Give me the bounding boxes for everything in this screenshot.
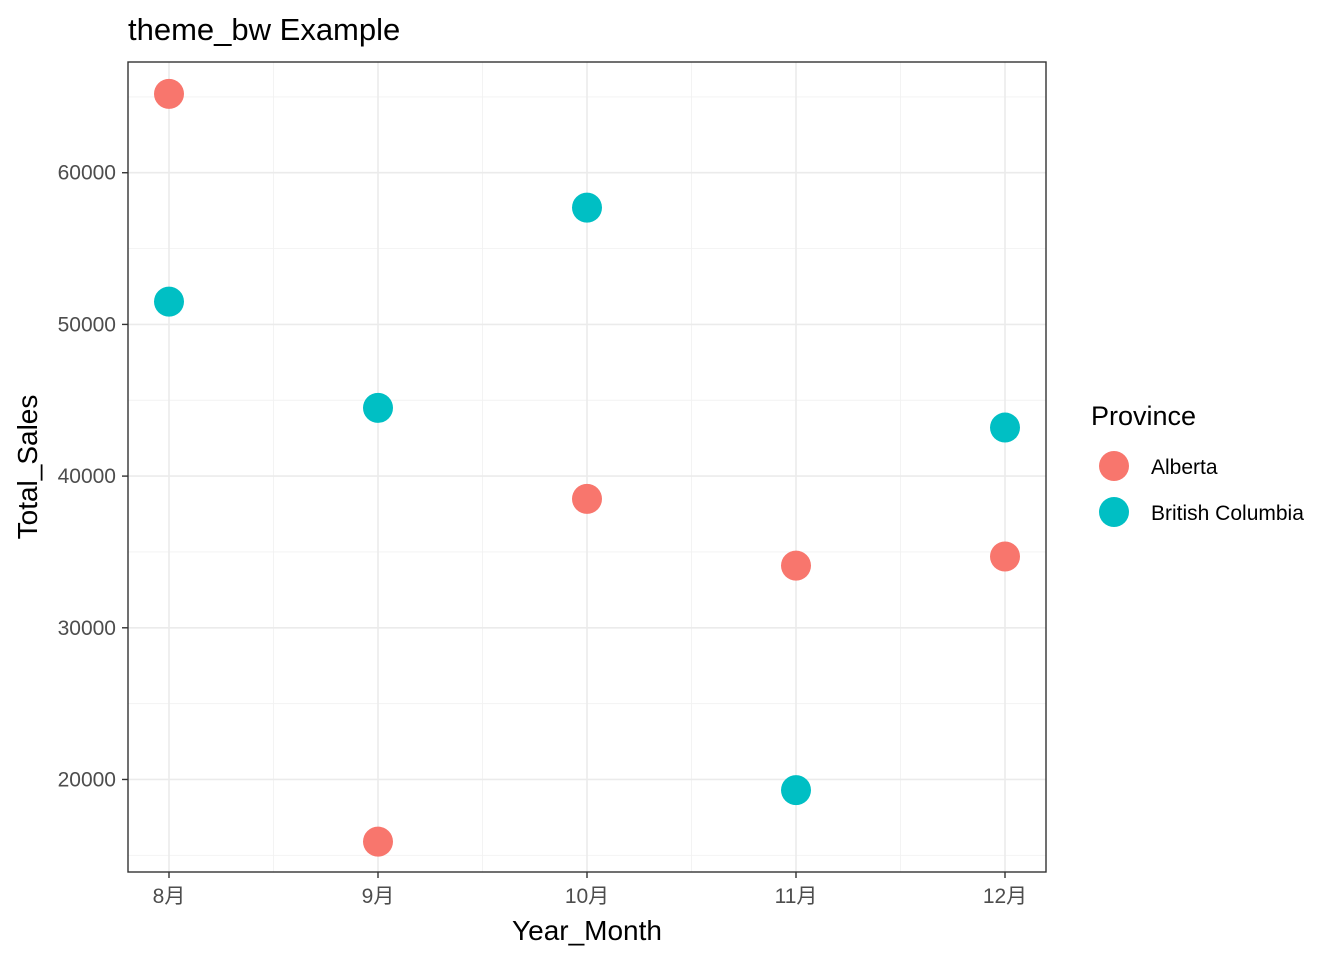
data-point bbox=[363, 392, 393, 423]
y-axis: 20000 30000 40000 50000 60000 bbox=[58, 162, 128, 791]
y-tick-label: 40000 bbox=[58, 465, 116, 488]
chart-title: theme_bw Example bbox=[128, 12, 400, 47]
data-point bbox=[363, 826, 393, 857]
data-point bbox=[572, 483, 602, 514]
y-tick-label: 50000 bbox=[58, 313, 116, 336]
legend-title: Province bbox=[1091, 401, 1196, 431]
y-axis-title: Total_Sales bbox=[12, 395, 43, 540]
data-point bbox=[990, 541, 1020, 572]
x-axis-title: Year_Month bbox=[512, 915, 662, 946]
y-tick-label: 20000 bbox=[58, 768, 116, 791]
x-axis: 8月 9月 10月 11月 12月 bbox=[153, 872, 1027, 908]
legend: Province Alberta British Columbia bbox=[1091, 401, 1304, 527]
y-tick-label: 60000 bbox=[58, 162, 116, 185]
x-tick-label: 10月 bbox=[565, 885, 609, 908]
data-point bbox=[154, 78, 184, 109]
legend-key bbox=[1099, 451, 1129, 481]
data-point bbox=[154, 286, 184, 317]
data-point bbox=[572, 192, 602, 223]
x-tick-label: 12月 bbox=[983, 885, 1027, 908]
y-tick-label: 30000 bbox=[58, 617, 116, 640]
legend-key bbox=[1099, 497, 1129, 527]
data-point bbox=[781, 775, 811, 806]
data-point bbox=[990, 412, 1020, 443]
x-tick-label: 9月 bbox=[362, 885, 395, 908]
legend-label: Alberta bbox=[1151, 456, 1218, 479]
data-points bbox=[154, 78, 1020, 857]
x-tick-label: 11月 bbox=[775, 885, 818, 908]
legend-label: British Columbia bbox=[1151, 502, 1304, 525]
data-point bbox=[781, 550, 811, 581]
x-tick-label: 8月 bbox=[153, 885, 186, 908]
